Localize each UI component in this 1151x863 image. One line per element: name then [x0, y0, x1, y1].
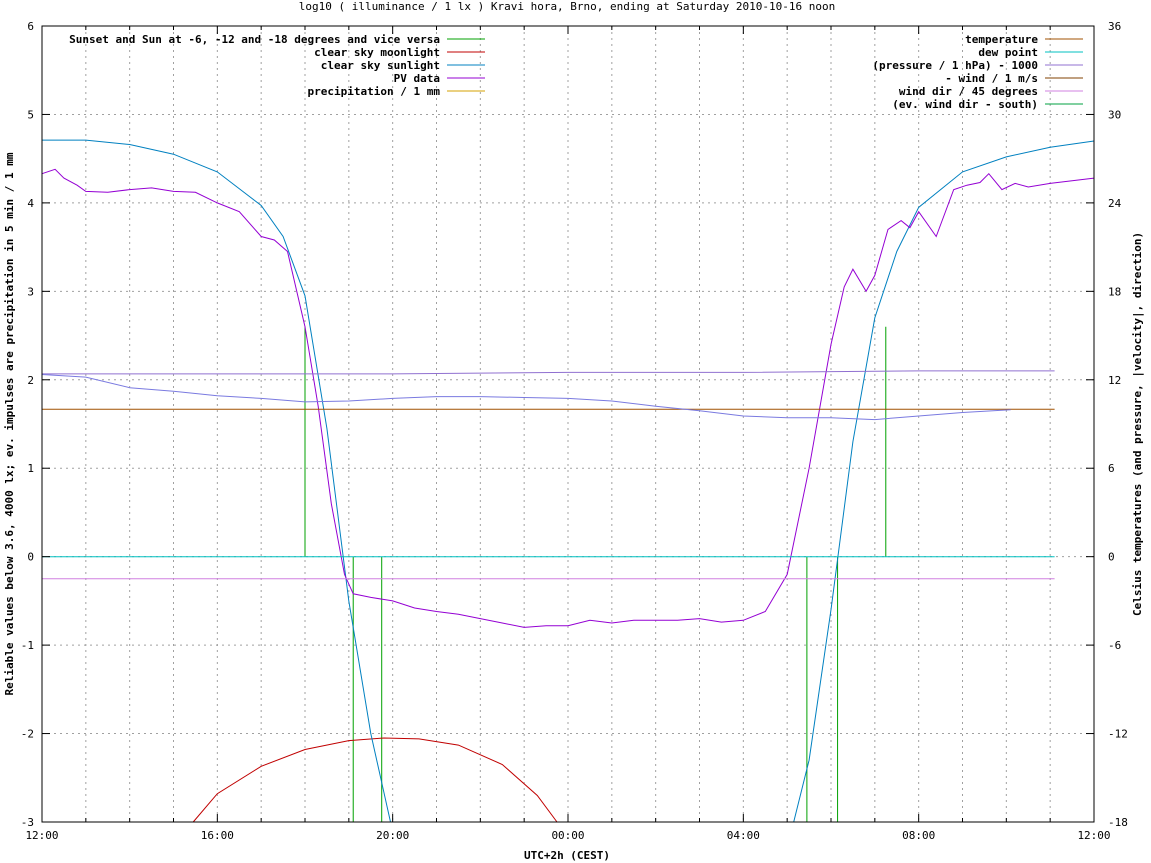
x-tick-label: 12:00 [1077, 829, 1110, 842]
y-left-tick-label: -1 [21, 639, 34, 652]
y-right-tick-label: 36 [1108, 20, 1121, 33]
x-tick-label: 08:00 [902, 829, 935, 842]
y-right-tick-label: 24 [1108, 197, 1122, 210]
y-right-tick-label: 0 [1108, 551, 1115, 564]
legend-right-label: (pressure / 1 hPa) - 1000 [872, 59, 1038, 72]
y-right-tick-label: -18 [1108, 816, 1128, 829]
y-right-tick-label: -12 [1108, 728, 1128, 741]
series-layer [41, 139, 1095, 823]
legend-right-label: wind dir / 45 degrees [899, 85, 1038, 98]
x-tick-label: 20:00 [376, 829, 409, 842]
y-left-tick-label: 6 [27, 20, 34, 33]
legend-left-label: precipitation / 1 mm [308, 85, 441, 98]
legend-left-label: Sunset and Sun at -6, -12 and -18 degree… [69, 33, 440, 46]
y-left-tick-label: 4 [27, 197, 34, 210]
y-right-tick-label: 6 [1108, 462, 1115, 475]
legend-left: Sunset and Sun at -6, -12 and -18 degree… [69, 33, 485, 98]
left-axis-title: Reliable values below 3.6, 4000 lx; ev. … [3, 152, 16, 695]
y-left-tick-label: -2 [21, 728, 34, 741]
legend-right-label: (ev. wind dir - south) [892, 98, 1038, 111]
x-tick-label: 00:00 [551, 829, 584, 842]
series-unnamed-line [41, 374, 1011, 421]
x-axis-title: UTC+2h (CEST) [524, 849, 610, 862]
y-left-tick-label: 2 [27, 374, 34, 387]
y-left-tick-label: 0 [27, 551, 34, 564]
x-tick-label: 04:00 [727, 829, 760, 842]
y-left-tick-label: 3 [27, 285, 34, 298]
series-pv-data-line [41, 168, 1095, 628]
legend-right-label: - wind / 1 m/s [945, 72, 1038, 85]
y-right-tick-label: 18 [1108, 285, 1121, 298]
right-axis-title: Celsius temperatures (and pressure, |vel… [1131, 232, 1144, 616]
y-right-tick-label: -6 [1108, 639, 1121, 652]
y-left-tick-label: 1 [27, 462, 34, 475]
x-tick-label: 12:00 [25, 829, 58, 842]
legend-left-label: clear sky moonlight [314, 46, 440, 59]
x-tick-label: 16:00 [201, 829, 234, 842]
y-right-tick-label: 30 [1108, 108, 1121, 121]
series-pressure-1-hpa-1000-line [42, 370, 1055, 375]
legend-right-label: dew point [978, 46, 1038, 59]
legend-left-label: clear sky sunlight [321, 59, 440, 72]
chart-title: log10 ( illuminance / 1 lx ) Kravi hora,… [299, 0, 835, 13]
series-clear-sky-moonlight-line [192, 737, 558, 823]
legend-left-label: PV data [394, 72, 440, 85]
y-right-tick-label: 12 [1108, 374, 1121, 387]
grid [42, 26, 1094, 822]
y-left-tick-label: 5 [27, 108, 34, 121]
y-left-tick-label: -3 [21, 816, 34, 829]
axis-ticks: 12:00 16:00 20:00 00:00 04:00 08:00 12:00-3-2-… [21, 20, 1128, 842]
legend-right-label: temperature [965, 33, 1038, 46]
